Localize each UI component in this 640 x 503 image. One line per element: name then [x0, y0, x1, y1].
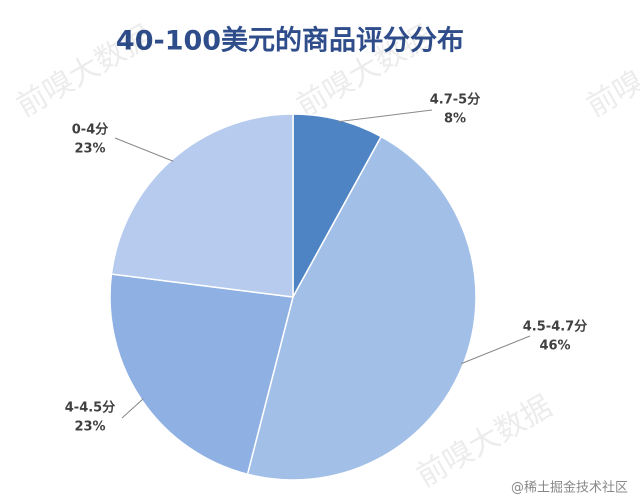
pie: 4.7-5分 8% 4.5-4.7分 46% 4-4.5分 23% 0-4分 23% — [65, 92, 587, 481]
slice-value-label: 23% — [74, 420, 105, 435]
credit: @稀土掘金技术社区 — [511, 480, 628, 496]
pie-slice — [246, 135, 477, 481]
slice-category-label: 4.7-5分 — [430, 92, 480, 108]
slice-value-label: 8% — [444, 112, 466, 127]
leader-line — [337, 109, 433, 123]
slice-value-label: 46% — [539, 339, 570, 354]
slice-category-label: 4-4.5分 — [65, 400, 115, 416]
pie-slice — [110, 113, 294, 298]
slice-category-label: 0-4分 — [72, 122, 109, 138]
slice-category-label: 4.5-4.7分 — [523, 319, 587, 335]
leader-line — [461, 335, 531, 365]
pie-slice — [292, 113, 383, 298]
watermark: 前嗅大数据 — [581, 19, 640, 124]
chart-title: 40-100美元的商品评分分布 — [116, 25, 464, 57]
leader-line — [114, 137, 174, 162]
slice-value-label: 23% — [74, 142, 105, 157]
watermark: 前嗅大数据 — [11, 19, 158, 124]
leader-line — [121, 398, 144, 419]
